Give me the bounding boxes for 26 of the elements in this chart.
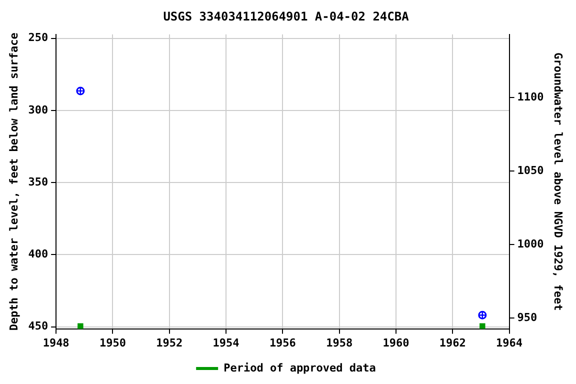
y2-tick-label: 1000 xyxy=(517,237,544,250)
x-tick-label: 1948 xyxy=(42,336,70,350)
y-tick-label: 400 xyxy=(28,248,48,261)
y2-tick-label: 1050 xyxy=(517,164,544,178)
y-axis-title: Depth to water level, feet below land surface xyxy=(7,32,20,331)
point xyxy=(78,323,84,329)
x-tick-label: 1956 xyxy=(269,336,296,350)
y2-tick-label: 950 xyxy=(517,310,538,324)
x-tick-label: 1962 xyxy=(439,336,466,350)
point xyxy=(76,86,85,96)
x-tick-label: 1958 xyxy=(326,336,353,350)
point xyxy=(480,323,486,329)
chart-title: USGS 334034112064901 A-04-02 24CBA xyxy=(163,9,410,24)
legend-label: Period of approved data xyxy=(224,361,376,374)
y-tick-label: 250 xyxy=(28,31,48,44)
x-tick-label: 1952 xyxy=(156,336,183,350)
y-tick-label: 300 xyxy=(28,103,48,116)
point xyxy=(478,310,487,320)
y-tick-label: 450 xyxy=(28,320,48,333)
y2-tick-label: 1100 xyxy=(517,90,544,104)
y-tick-label: 350 xyxy=(28,175,48,188)
x-tick-label: 1954 xyxy=(212,336,240,350)
y2-axis-title: Groundwater level above NGVD 1929, feet xyxy=(552,52,565,311)
x-tick-label: 1960 xyxy=(382,336,410,350)
x-tick-label: 1964 xyxy=(496,336,523,350)
x-tick-label: 1950 xyxy=(99,336,126,350)
